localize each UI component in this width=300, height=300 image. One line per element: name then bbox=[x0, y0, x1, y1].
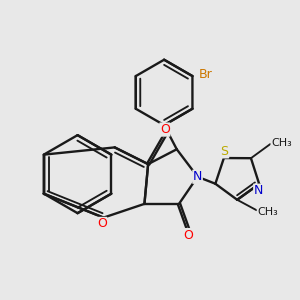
Text: S: S bbox=[220, 145, 229, 158]
Text: N: N bbox=[193, 170, 202, 183]
Text: CH₃: CH₃ bbox=[271, 138, 292, 148]
Text: O: O bbox=[97, 218, 106, 230]
Text: Br: Br bbox=[199, 68, 212, 81]
Text: O: O bbox=[183, 229, 193, 242]
Text: N: N bbox=[254, 184, 263, 197]
Text: CH₃: CH₃ bbox=[257, 207, 278, 217]
Text: O: O bbox=[160, 123, 170, 136]
